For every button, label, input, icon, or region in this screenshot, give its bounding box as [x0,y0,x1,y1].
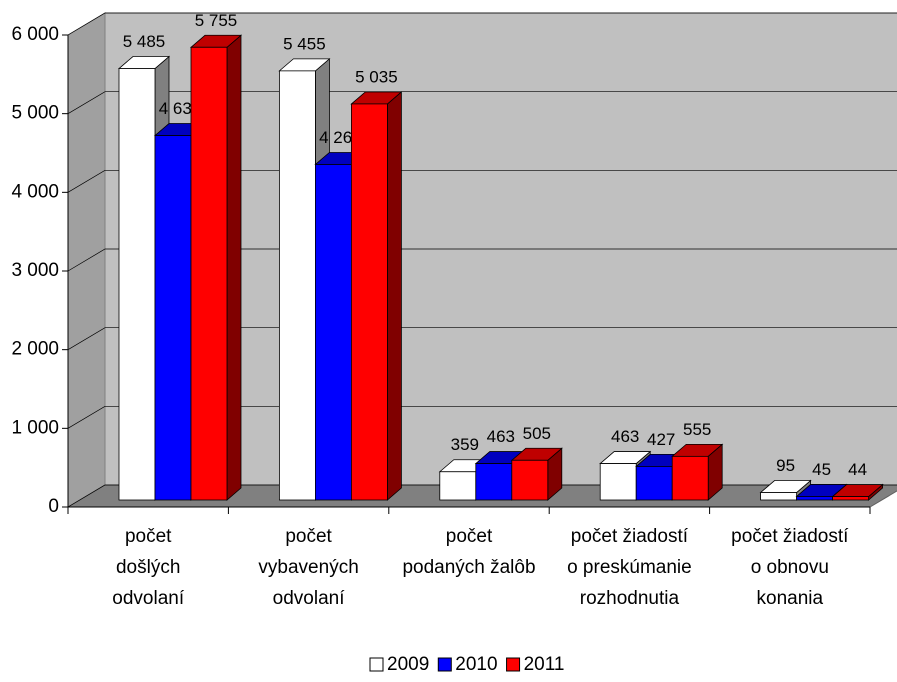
bar-front [671,455,709,501]
grid-line [67,169,897,193]
legend-swatch [506,657,521,672]
bar-front [118,68,156,501]
bar-side [386,91,402,501]
legend-swatch [437,657,452,672]
bar-front [439,471,477,501]
bar-front [599,463,637,501]
grid-line [67,248,897,272]
grid-line [67,327,897,350]
y-tick-label: 1 000 [11,417,59,438]
bar-front [760,492,797,501]
value-label: 463 [487,427,515,446]
x-tick-label: počet došlých odvolaní [112,526,185,609]
x-tick-label: počet vybavených odvolaní [258,526,358,609]
bar-front [832,496,869,501]
value-label: 5 485 [123,32,166,51]
y-tick-label: 5 000 [11,103,59,124]
bar-front [314,164,352,501]
bar-front [635,466,673,501]
value-label: 463 [611,427,639,446]
bar-front [278,70,316,501]
legend-label: 2011 [524,654,565,675]
bar [831,483,884,501]
value-label: 5 755 [195,11,238,30]
bar [189,34,243,501]
value-label: 95 [776,456,795,475]
bar-front [190,46,228,501]
y-tick-label: 2 000 [11,339,59,360]
grid-line [67,91,897,114]
bar-side [226,34,242,501]
value-label: 359 [451,435,479,454]
value-label: 44 [848,460,867,479]
bar [350,91,403,501]
x-tick-label: počet podaných žalôb [402,526,535,578]
grid-line [67,12,897,36]
x-tick-label: počet žiadostí o preskúmanie rozhodnutia [567,526,692,609]
bar-front [350,103,388,501]
bar-front [154,135,192,501]
value-label: 505 [523,424,551,443]
value-label: 5 035 [355,67,398,86]
y-tick-label: 6 000 [11,24,59,45]
legend-label: 2009 [387,654,429,675]
legend-label: 2010 [455,654,497,675]
bar [671,443,724,501]
bar-front [511,459,549,501]
bar [510,447,563,501]
value-label: 427 [647,430,675,449]
x-tick-label: počet žiadostí o obnovu konania [731,526,849,609]
grid-line [67,405,897,429]
legend-swatch [369,657,384,672]
bar-front [475,463,513,501]
y-tick-label: 0 [48,496,59,517]
y-tick-label: 4 000 [11,181,59,202]
value-label: 45 [812,460,831,479]
bar-front [796,496,833,501]
value-label: 5 455 [283,34,326,53]
y-tick-label: 3 000 [11,260,59,281]
value-label: 555 [683,420,711,439]
